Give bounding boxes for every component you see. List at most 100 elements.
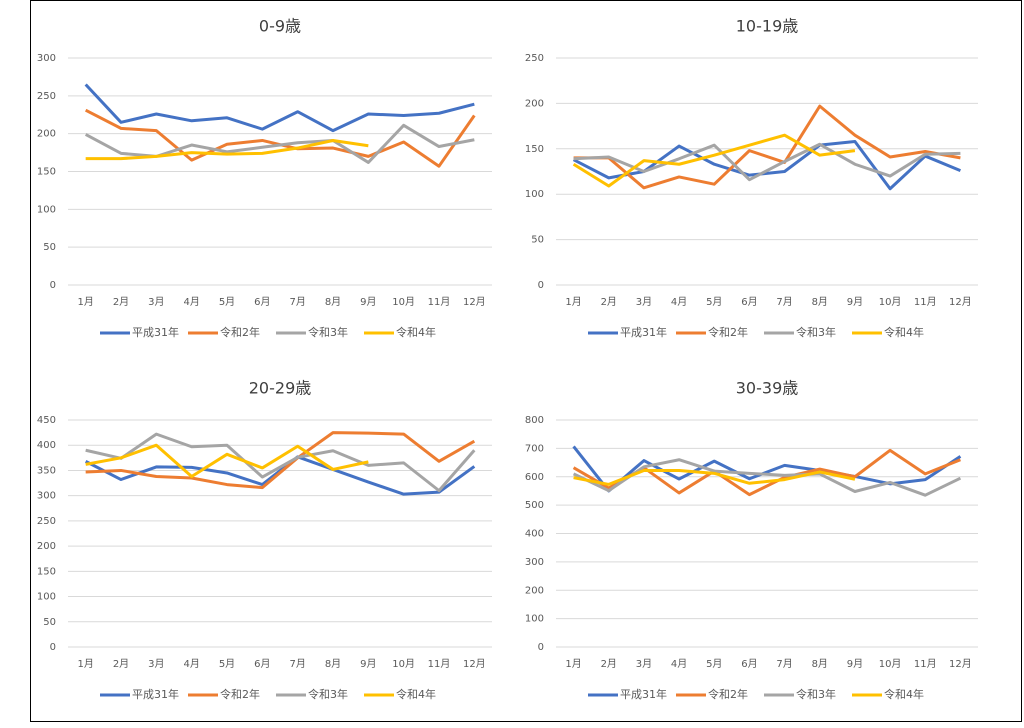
x-tick-label: 1月 bbox=[77, 296, 93, 308]
x-tick-label: 2月 bbox=[113, 296, 129, 308]
y-tick-label: 200 bbox=[525, 98, 544, 109]
x-tick-label: 2月 bbox=[601, 658, 617, 670]
y-tick-label: 100 bbox=[37, 592, 56, 603]
y-tick-label: 0 bbox=[50, 642, 56, 653]
x-tick-label: 5月 bbox=[706, 296, 722, 308]
x-tick-label: 5月 bbox=[706, 658, 722, 670]
x-tick-label: 8月 bbox=[325, 658, 341, 670]
x-tick-label: 7月 bbox=[776, 296, 792, 308]
x-tick-label: 10月 bbox=[879, 658, 902, 670]
x-tick-label: 10月 bbox=[392, 296, 415, 308]
x-tick-label: 6月 bbox=[741, 296, 757, 308]
legend-label: 令和4年 bbox=[396, 687, 436, 701]
y-tick-label: 300 bbox=[37, 491, 56, 502]
y-tick-label: 400 bbox=[525, 529, 544, 540]
x-tick-label: 12月 bbox=[463, 658, 486, 670]
x-tick-label: 2月 bbox=[601, 296, 617, 308]
series-line bbox=[84, 83, 475, 133]
x-tick-label: 11月 bbox=[914, 296, 937, 308]
series-line bbox=[572, 133, 856, 188]
y-tick-label: 250 bbox=[37, 91, 56, 102]
x-tick-label: 5月 bbox=[219, 296, 235, 308]
series-line bbox=[572, 140, 961, 191]
y-tick-label: 150 bbox=[37, 566, 56, 577]
series-line bbox=[572, 445, 962, 493]
legend-label: 平成31年 bbox=[620, 687, 667, 701]
y-tick-label: 150 bbox=[37, 167, 56, 178]
y-tick-label: 200 bbox=[525, 585, 544, 596]
x-tick-label: 8月 bbox=[325, 296, 341, 308]
x-tick-label: 2月 bbox=[113, 658, 129, 670]
x-tick-label: 12月 bbox=[463, 296, 486, 308]
y-tick-label: 450 bbox=[37, 415, 56, 426]
y-tick-label: 250 bbox=[525, 53, 544, 64]
legend-label: 令和4年 bbox=[884, 687, 924, 701]
x-tick-label: 10月 bbox=[392, 658, 415, 670]
y-tick-label: 300 bbox=[525, 557, 544, 568]
y-tick-label: 50 bbox=[43, 617, 56, 628]
x-tick-label: 8月 bbox=[812, 658, 828, 670]
x-tick-label: 5月 bbox=[219, 658, 235, 670]
x-tick-label: 6月 bbox=[254, 296, 270, 308]
legend-label: 令和4年 bbox=[396, 325, 436, 339]
chart-title: 10-19歳 bbox=[736, 17, 799, 36]
y-tick-label: 150 bbox=[525, 144, 544, 155]
chart-title: 0-9歳 bbox=[259, 17, 301, 36]
x-tick-label: 3月 bbox=[148, 658, 164, 670]
x-tick-label: 4月 bbox=[671, 658, 687, 670]
x-tick-label: 1月 bbox=[565, 658, 581, 670]
y-tick-label: 100 bbox=[525, 614, 544, 625]
y-tick-label: 600 bbox=[525, 472, 544, 483]
y-tick-label: 200 bbox=[37, 541, 56, 552]
y-tick-label: 100 bbox=[525, 189, 544, 200]
x-tick-label: 4月 bbox=[183, 296, 199, 308]
x-tick-label: 9月 bbox=[847, 296, 863, 308]
x-tick-label: 7月 bbox=[776, 658, 792, 670]
x-tick-label: 11月 bbox=[914, 658, 937, 670]
x-tick-label: 11月 bbox=[428, 658, 451, 670]
y-tick-label: 0 bbox=[538, 642, 544, 653]
legend-label: 令和3年 bbox=[796, 687, 836, 701]
x-tick-label: 7月 bbox=[289, 296, 305, 308]
x-tick-label: 1月 bbox=[77, 658, 93, 670]
legend-label: 平成31年 bbox=[132, 325, 179, 339]
x-tick-label: 12月 bbox=[949, 296, 972, 308]
x-tick-label: 3月 bbox=[636, 296, 652, 308]
legend-label: 令和2年 bbox=[708, 687, 748, 701]
series-line bbox=[85, 443, 369, 478]
frame bbox=[30, 0, 1022, 722]
x-tick-label: 9月 bbox=[360, 658, 376, 670]
series-line bbox=[85, 432, 476, 493]
x-tick-label: 1月 bbox=[565, 296, 581, 308]
series-line bbox=[573, 469, 856, 486]
y-tick-label: 250 bbox=[37, 516, 56, 527]
legend-label: 平成31年 bbox=[132, 687, 179, 701]
y-tick-label: 50 bbox=[531, 235, 544, 246]
y-tick-label: 800 bbox=[525, 415, 544, 426]
x-tick-label: 6月 bbox=[741, 658, 757, 670]
series-line bbox=[85, 138, 369, 161]
y-tick-label: 700 bbox=[525, 443, 544, 454]
series-line bbox=[572, 458, 962, 497]
series-line bbox=[573, 104, 961, 190]
x-tick-label: 9月 bbox=[360, 296, 376, 308]
legend-label: 平成31年 bbox=[620, 325, 667, 339]
series-line bbox=[84, 455, 476, 496]
legend-label: 令和3年 bbox=[308, 687, 348, 701]
legend-label: 令和2年 bbox=[708, 325, 748, 339]
x-tick-label: 6月 bbox=[254, 658, 270, 670]
legend-label: 令和4年 bbox=[884, 325, 924, 339]
legend-label: 令和3年 bbox=[796, 325, 836, 339]
legend-label: 令和2年 bbox=[220, 687, 260, 701]
y-tick-label: 50 bbox=[43, 242, 56, 253]
x-tick-label: 10月 bbox=[879, 296, 902, 308]
x-tick-label: 3月 bbox=[148, 296, 164, 308]
x-tick-label: 4月 bbox=[183, 658, 199, 670]
x-tick-label: 9月 bbox=[847, 658, 863, 670]
x-tick-label: 7月 bbox=[289, 658, 305, 670]
y-tick-label: 400 bbox=[37, 440, 56, 451]
x-tick-label: 8月 bbox=[812, 296, 828, 308]
y-tick-label: 200 bbox=[37, 129, 56, 140]
chart-title: 30-39歳 bbox=[736, 379, 799, 398]
legend-label: 令和3年 bbox=[308, 325, 348, 339]
